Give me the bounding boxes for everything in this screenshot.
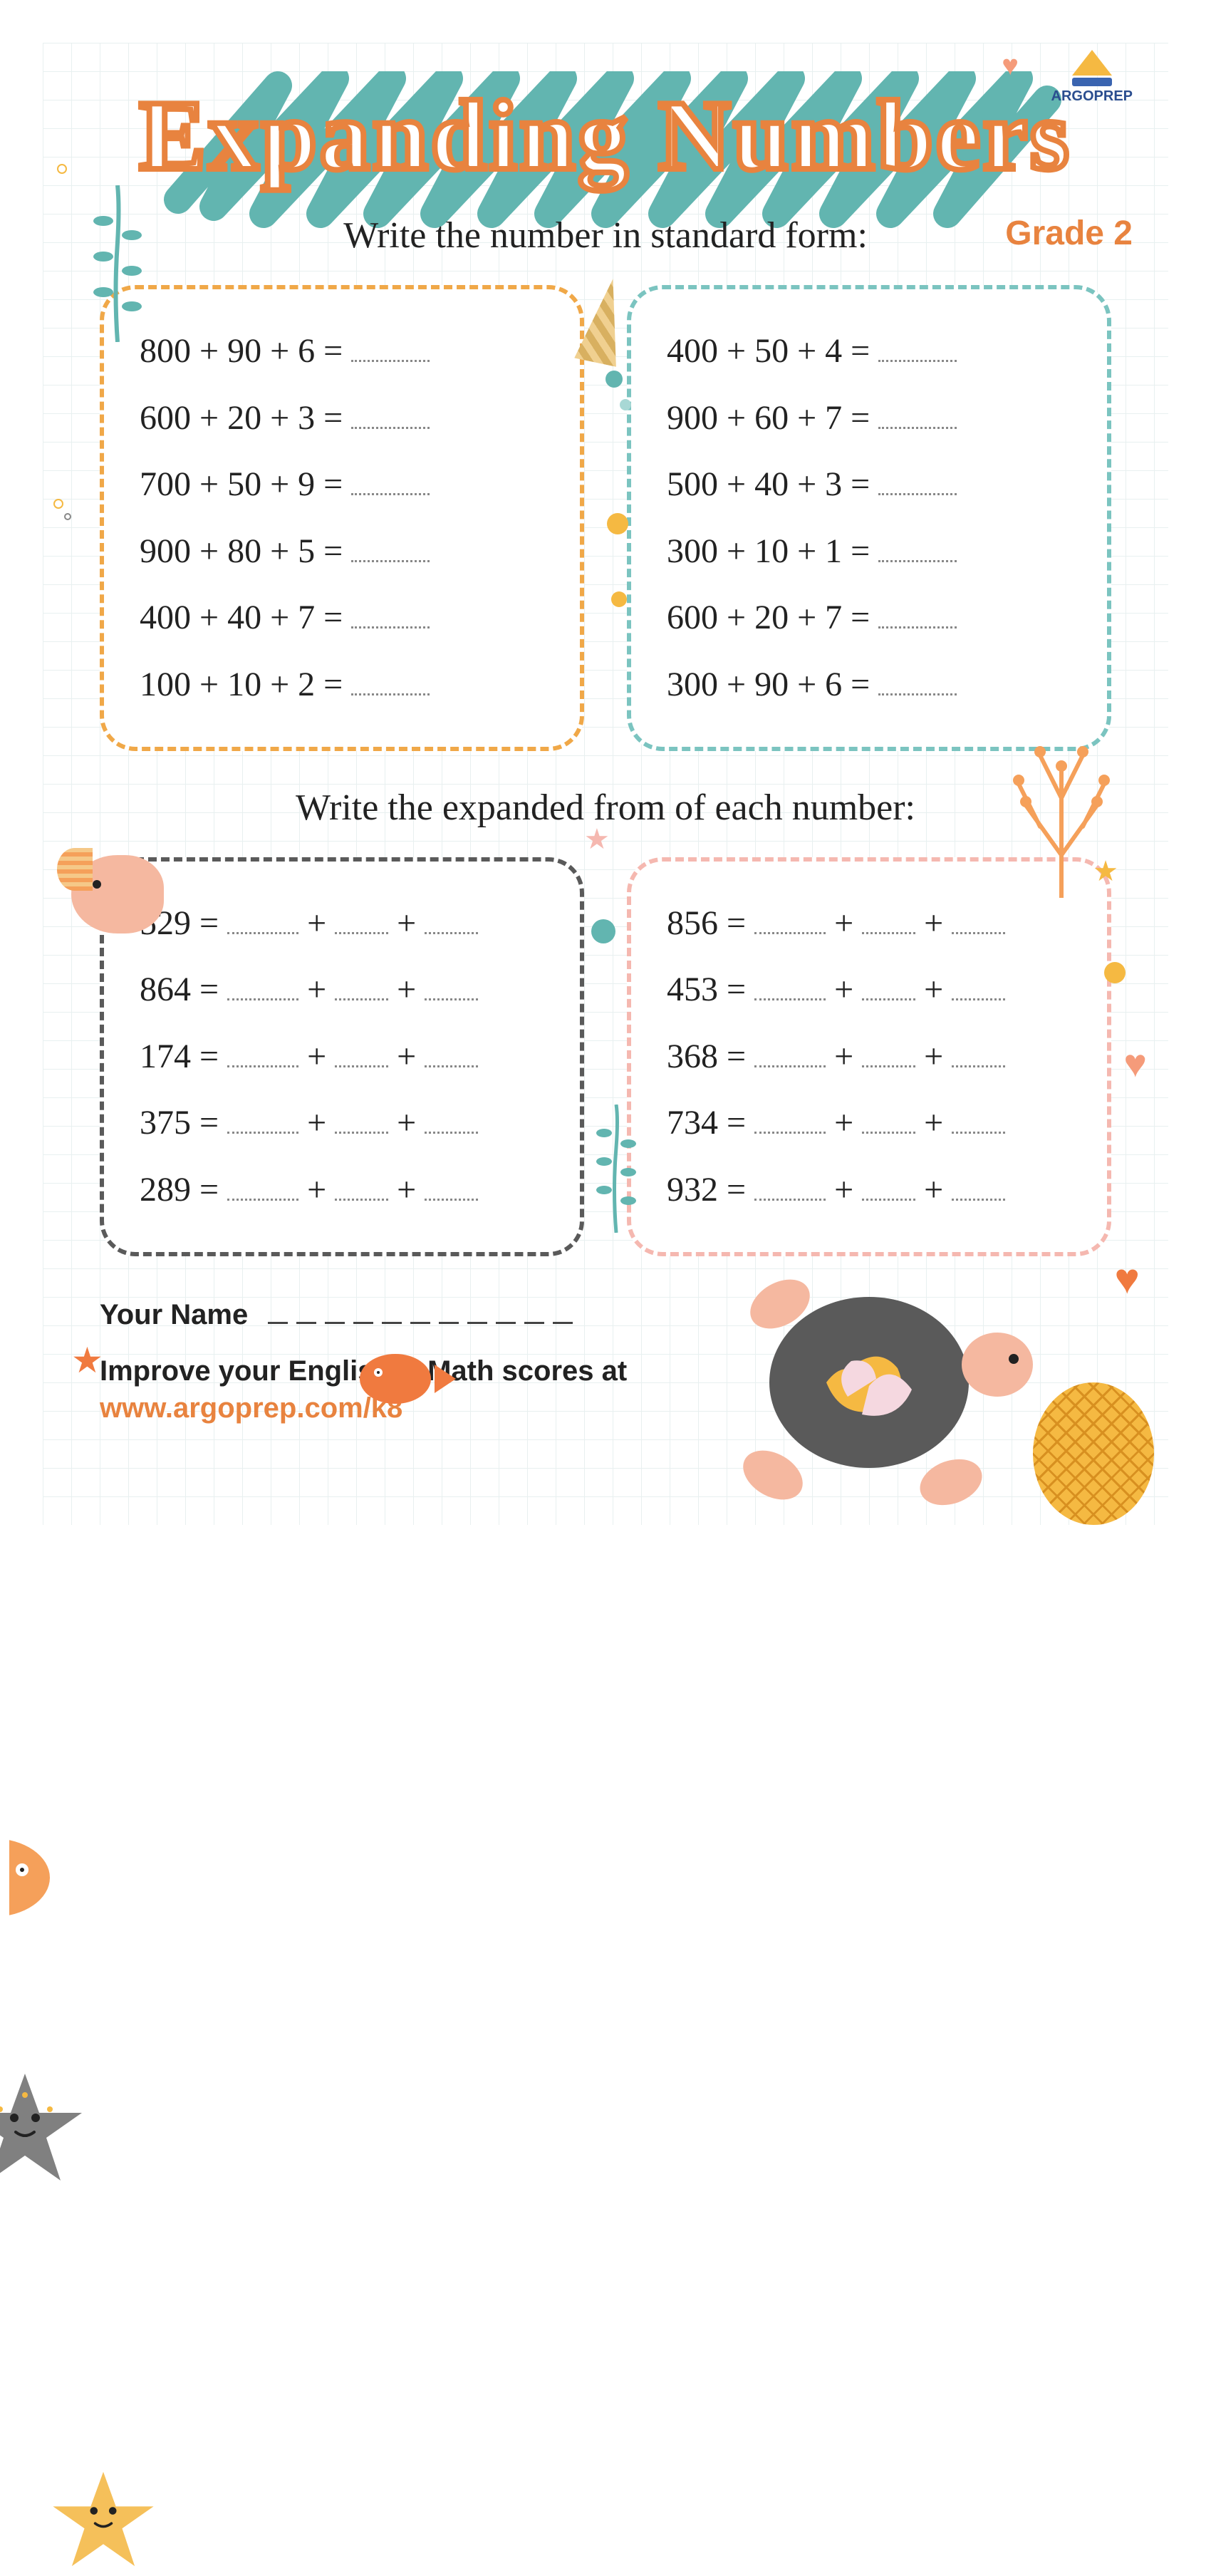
- starfish-icon: [0, 2067, 85, 2188]
- problem: 289 = + +: [140, 1157, 544, 1224]
- page-title: Expanding Numbers: [71, 57, 1140, 193]
- problem: 500 + 40 + 3 =: [667, 451, 1071, 518]
- problem: 800 + 90 + 6 =: [140, 318, 544, 385]
- heart-icon: ♥: [1002, 50, 1019, 82]
- problem: 864 = + +: [140, 956, 544, 1023]
- bubble-icon: [607, 513, 628, 534]
- expanded-form-box-right: 856 = + + 453 = + + 368 = + + 734 = + + …: [627, 857, 1111, 1256]
- coral-icon: [997, 713, 1126, 898]
- seaweed-icon: [78, 185, 157, 342]
- bubble-icon: [57, 164, 67, 174]
- problem: 400 + 40 + 7 =: [140, 584, 544, 651]
- problem: 900 + 60 + 7 =: [667, 385, 1071, 452]
- problem: 300 + 10 + 1 =: [667, 518, 1071, 585]
- heart-icon: ♥: [1114, 1254, 1140, 1303]
- grade-label: Grade 2: [1005, 214, 1133, 253]
- starfish-icon: [50, 2466, 157, 2572]
- bubble-icon: [611, 591, 627, 607]
- star-icon: ★: [584, 823, 610, 856]
- problem: 300 + 90 + 6 =: [667, 651, 1071, 718]
- section2-instruction: Write the expanded from of each number:: [71, 787, 1140, 829]
- bubble-icon: [606, 371, 623, 388]
- problem: 174 = + +: [140, 1023, 544, 1090]
- problem: 734 = + +: [667, 1090, 1071, 1157]
- problem: 700 + 50 + 9 =: [140, 451, 544, 518]
- problem: 529 = + +: [140, 890, 544, 957]
- star-icon: ★: [71, 1340, 103, 1381]
- bubble-icon: [1104, 962, 1126, 983]
- problem: 900 + 80 + 5 =: [140, 518, 544, 585]
- bubble-icon: [53, 499, 63, 509]
- problem: 400 + 50 + 4 =: [667, 318, 1071, 385]
- fish-icon: [0, 1838, 50, 1917]
- problem: 600 + 20 + 3 =: [140, 385, 544, 452]
- standard-form-box-left: 800 + 90 + 6 = 600 + 20 + 3 = 700 + 50 +…: [100, 285, 584, 751]
- section1-instruction: Write the number in standard form:: [71, 214, 1140, 257]
- fish-icon: [349, 1347, 442, 1411]
- fish-icon: [57, 841, 178, 948]
- shell-icon: [1033, 1382, 1154, 1525]
- heart-icon: ♥: [1123, 1040, 1147, 1086]
- bubble-icon: [620, 399, 631, 410]
- problem: 100 + 10 + 2 =: [140, 651, 544, 718]
- seaweed-icon: [584, 1105, 648, 1233]
- bubble-icon: [591, 919, 615, 943]
- bubble-icon: [64, 513, 71, 520]
- problem: 932 = + +: [667, 1157, 1071, 1224]
- problem: 368 = + +: [667, 1023, 1071, 1090]
- problem: 375 = + +: [140, 1090, 544, 1157]
- problem: 600 + 20 + 7 =: [667, 584, 1071, 651]
- turtle-icon: [727, 1276, 1012, 1504]
- problem: 453 = + +: [667, 956, 1071, 1023]
- standard-form-box-right: 400 + 50 + 4 = 900 + 60 + 7 = 500 + 40 +…: [627, 285, 1111, 751]
- problem: 856 = + +: [667, 890, 1071, 957]
